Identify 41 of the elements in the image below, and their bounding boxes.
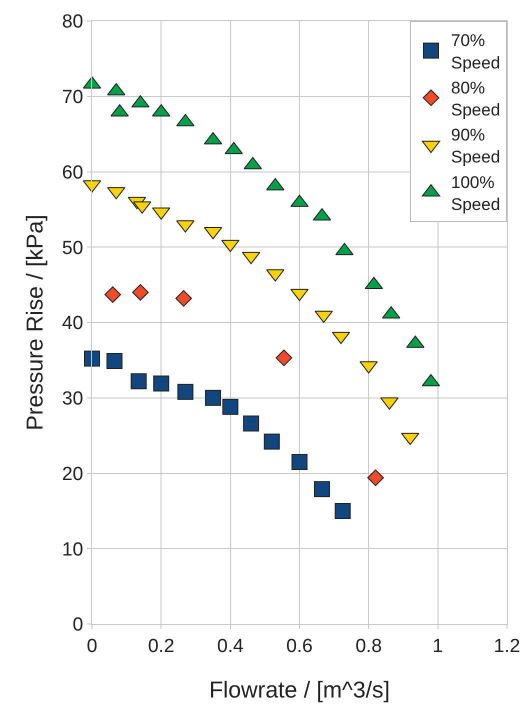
point (243, 416, 260, 432)
legend-label: 100% Speed (451, 172, 500, 214)
point (264, 434, 280, 450)
point (334, 502, 351, 519)
y-tick-label: 80 (62, 12, 84, 33)
y-axis-title: Pressure Rise / [kPa] (22, 214, 48, 431)
point (153, 376, 170, 392)
x-tick-label: 1 (432, 636, 444, 657)
point (292, 454, 308, 470)
x-tick-label: 0.4 (217, 636, 244, 657)
x-tick-label: 0.6 (286, 636, 313, 657)
point (130, 373, 147, 390)
x-tick-label: 1.2 (494, 636, 520, 657)
y-tick-label: 50 (62, 238, 84, 259)
point (132, 284, 149, 301)
legend-label: 70% Speed (451, 31, 500, 72)
point (224, 142, 243, 154)
y-tick-label: 0 (72, 614, 84, 636)
point (84, 350, 100, 367)
y-tick-label: 20 (62, 464, 84, 485)
y-tick-label: 30 (62, 388, 84, 410)
x-tick-label: 0 (86, 636, 98, 657)
x-axis-title: Flowrate / [m^3/s] (209, 676, 390, 702)
point (177, 384, 194, 400)
point (244, 156, 262, 170)
point (276, 350, 292, 366)
y-tick-label: 40 (62, 313, 84, 334)
y-tick-label: 70 (62, 87, 84, 108)
point (175, 290, 192, 307)
y-tick-label: 10 (62, 539, 84, 560)
x-tick-label: 0.8 (355, 636, 382, 657)
point (106, 352, 122, 369)
point (222, 398, 238, 415)
point (104, 286, 122, 303)
legend-label: 90% Speed (451, 126, 500, 167)
x-tick-label: 0.2 (148, 636, 174, 657)
point (314, 481, 330, 498)
point (205, 390, 222, 406)
legend-label: 80% Speed (451, 78, 500, 120)
point (367, 469, 384, 486)
y-tick-label: 60 (62, 162, 84, 184)
